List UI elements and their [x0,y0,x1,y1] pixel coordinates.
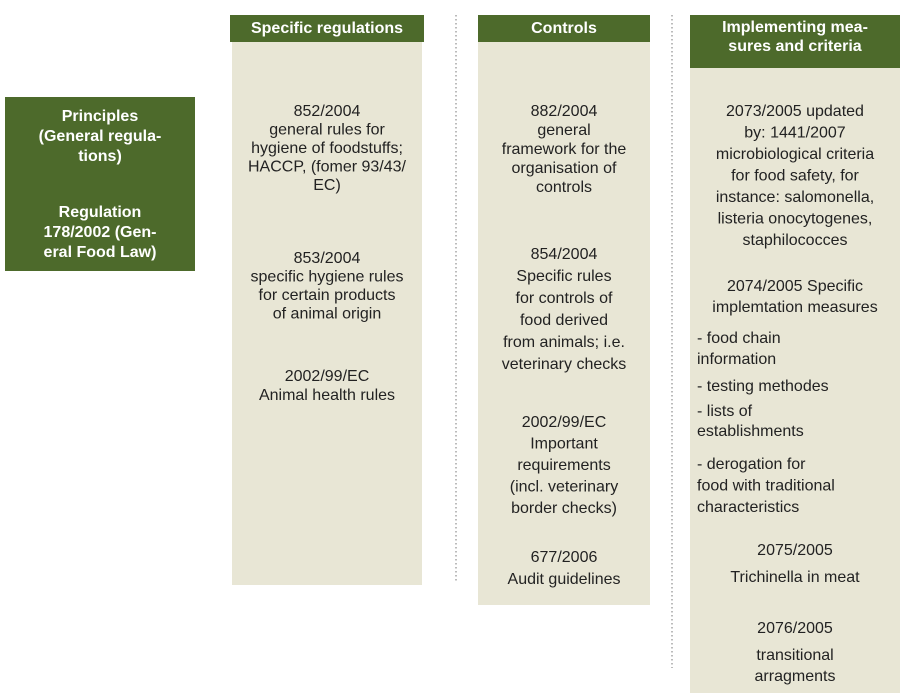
regulation-text: specific hygiene rules [251,269,404,286]
regulation-text: for controls of [516,290,613,307]
regulation-text: (incl. veterinary [510,479,618,496]
regulation-text: Important [530,436,598,453]
regulation-text: listeria onocytogenes, [718,211,873,228]
regulation-text: staphilococces [743,232,848,249]
regulation-text: by: 1441/2007 [744,125,846,142]
column-header-box [230,15,424,42]
regulation-text: requirements [517,457,610,474]
regulation-text: 2075/2005 [757,542,833,559]
regulation-text: - lists of [697,403,753,420]
regulation-text: 2076/2005 [757,620,833,637]
regulation-text: EC) [313,177,341,194]
column-header: Controls [531,20,597,37]
regulation-text: information [697,351,776,368]
regulation-text: 2074/2005 Specific [727,278,863,295]
regulation-text: 852/2004 [294,103,361,120]
regulation-text: 2073/2005 updated [726,103,864,120]
regulation-text: border checks) [511,500,617,517]
regulation-text: 882/2004 [531,103,598,120]
regulation-text: Animal health rules [259,387,395,404]
column-header-box [478,15,650,42]
regulation-text: food derived [520,312,608,329]
regulation-text: - food chain [697,330,781,347]
regulation-text: implemtation measures [712,299,877,316]
principles-text: (General regula- [39,128,162,145]
principles-text: Principles [62,108,139,125]
regulation-text: instance: salomonella, [716,189,874,206]
column-panel [232,42,422,585]
column-header: sures and criteria [728,38,862,55]
regulation-text: 2002/99/EC [285,368,370,385]
regulation-text: controls [536,179,592,196]
column-panel [478,42,650,605]
regulation-text: Specific rules [516,268,611,285]
regulation-text: 677/2006 [531,549,598,566]
regulation-text: HACCP, (fomer 93/43/ [248,159,407,176]
regulation-text: hygiene of foodstuffs; [251,140,403,157]
regulation-text: for food safety, for [731,168,859,185]
regulation-text: of animal origin [273,306,382,323]
regulation-text: - testing methodes [697,378,829,395]
regulation-text: general rules for [269,122,385,139]
regulation-text: for certain products [259,287,396,304]
column-header: Implementing mea- [722,19,868,36]
regulation-text: general [537,122,590,139]
regulation-text: establishments [697,423,804,440]
principles-text: 178/2002 (Gen- [44,224,157,241]
regulation-text: food with traditional [697,478,835,495]
regulation-text: 853/2004 [294,250,361,267]
column-panel [690,68,900,693]
regulation-text: characteristics [697,499,799,516]
regulation-text: veterinary checks [502,356,627,373]
principles-box [5,97,195,271]
principles-text: tions) [78,148,122,165]
column-header: Specific regulations [251,20,403,37]
regulation-text: microbiological criteria [716,146,874,163]
regulation-text: Audit guidelines [508,571,621,588]
regulation-text: from animals; i.e. [503,334,625,351]
regulation-text: 854/2004 [531,246,598,263]
regulation-text: - derogation for [697,456,806,473]
regulation-text: framework for the [502,141,627,158]
regulation-text: Trichinella in meat [730,569,860,586]
principles-text: Regulation [59,204,142,221]
regulation-text: 2002/99/EC [522,414,607,431]
regulation-text: organisation of [512,160,618,177]
regulation-text: arragments [755,668,836,685]
column-header-box [690,15,900,68]
regulation-text: transitional [756,647,833,664]
principles-text: eral Food Law) [44,244,157,261]
